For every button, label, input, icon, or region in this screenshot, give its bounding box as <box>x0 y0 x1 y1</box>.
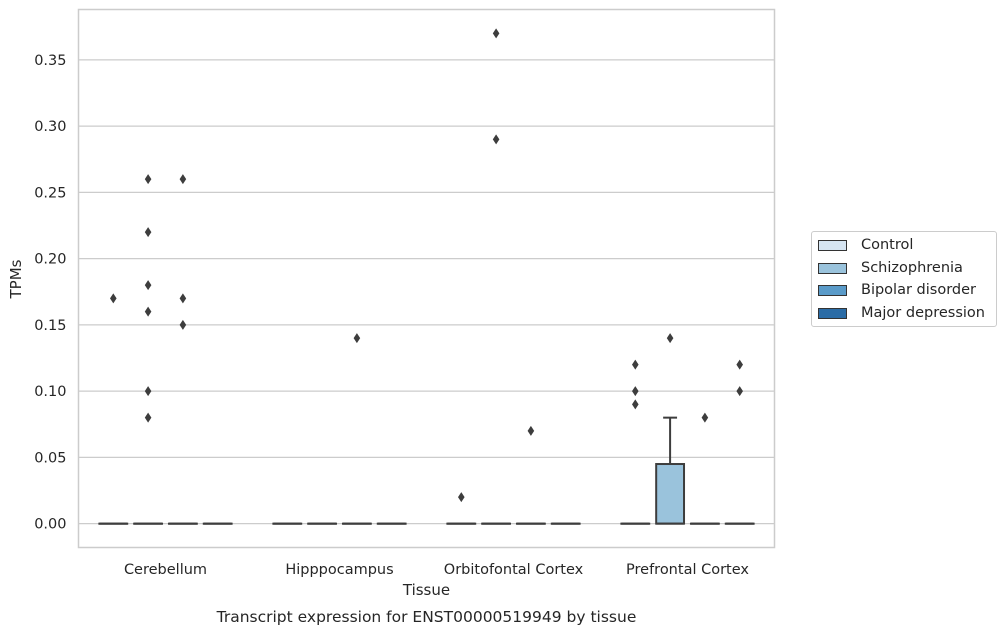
legend-swatch-bipolar-disorder <box>818 284 847 296</box>
outlier-point <box>527 425 535 436</box>
outlier-point <box>353 333 361 344</box>
outlier-point <box>492 134 500 145</box>
legend: Control Schizophrenia Bipolar disorder M… <box>811 231 997 327</box>
outlier-point <box>179 293 187 304</box>
outliers-layer <box>110 28 743 503</box>
outlier-point <box>144 412 152 423</box>
outlier-point <box>632 386 639 397</box>
legend-item-schizophrenia: Schizophrenia <box>818 259 963 277</box>
outlier-point <box>701 412 709 423</box>
outlier-point <box>144 306 152 317</box>
outlier-point <box>492 28 500 39</box>
x-tick-label: Hipppocampus <box>285 562 393 578</box>
legend-label-schizophrenia: Schizophrenia <box>861 260 963 276</box>
y-axis-ticks: 0.00 0.05 0.10 0.15 0.20 0.25 0.30 0.35 <box>34 53 66 533</box>
outlier-point <box>632 399 639 410</box>
y-tick-label: 0.15 <box>34 318 66 334</box>
y-tick-label: 0.00 <box>34 517 66 533</box>
outlier-point <box>736 359 743 370</box>
x-tick-label: Orbitofontal Cortex <box>444 562 584 578</box>
outlier-point <box>666 333 674 344</box>
legend-item-bipolar-disorder: Bipolar disorder <box>818 281 976 299</box>
outlier-point <box>144 227 152 238</box>
outlier-point <box>736 386 743 397</box>
legend-label-control: Control <box>861 237 914 253</box>
outlier-point <box>144 280 152 291</box>
legend-label-major-depression: Major depression <box>861 305 985 321</box>
y-axis-label: TPMs <box>7 259 25 299</box>
outlier-point <box>144 174 152 185</box>
legend-swatch-major-depression <box>818 307 847 319</box>
outlier-point <box>632 359 639 370</box>
plot-frame <box>77 8 776 549</box>
x-tick-label: Prefrontal Cortex <box>626 562 749 578</box>
y-tick-label: 0.25 <box>34 185 66 201</box>
boxes-layer <box>98 416 755 525</box>
outlier-point <box>110 293 117 304</box>
outlier-point <box>179 174 187 185</box>
box <box>655 463 686 525</box>
legend-item-major-depression: Major depression <box>818 304 985 322</box>
x-tick-label: Cerebellum <box>124 562 207 578</box>
chart-caption: Transcript expression for ENST0000051994… <box>216 608 637 626</box>
y-tick-label: 0.10 <box>34 384 66 400</box>
legend-label-bipolar-disorder: Bipolar disorder <box>861 282 976 298</box>
outlier-point <box>144 386 152 397</box>
legend-item-control: Control <box>818 236 913 254</box>
y-tick-label: 0.35 <box>34 53 66 69</box>
y-tick-label: 0.30 <box>34 119 66 135</box>
x-axis-ticks: Cerebellum Hipppocampus Orbitofontal Corte… <box>124 562 749 578</box>
outlier-point <box>179 319 187 330</box>
y-tick-label: 0.20 <box>34 252 66 268</box>
y-tick-label: 0.05 <box>34 450 66 466</box>
x-axis-label: Tissue <box>402 581 450 599</box>
legend-swatch-control <box>818 239 847 251</box>
outlier-point <box>458 492 465 503</box>
gridlines <box>78 59 775 525</box>
legend-swatch-schizophrenia <box>818 262 847 274</box>
